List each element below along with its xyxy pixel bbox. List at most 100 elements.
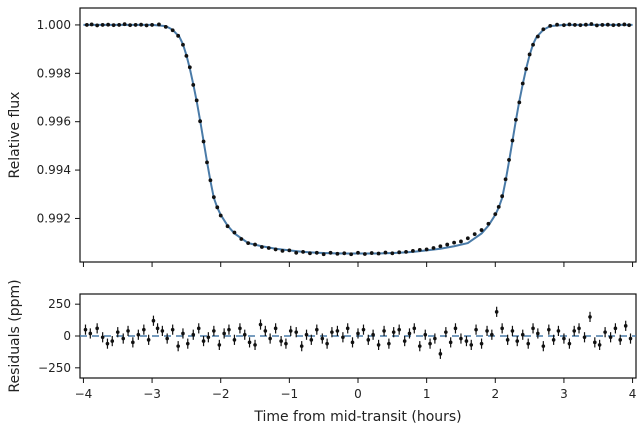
light-curve-point xyxy=(176,33,181,38)
residual-point xyxy=(325,341,329,346)
light-curve-point xyxy=(527,52,532,57)
light-curve-point xyxy=(600,23,605,27)
residual-point xyxy=(115,330,120,334)
light-curve-point xyxy=(562,23,566,28)
residual-point xyxy=(551,338,556,342)
light-curve-point xyxy=(170,28,175,33)
x-tick-label: −2 xyxy=(212,387,230,401)
light-curve-point xyxy=(144,23,149,28)
light-curve-point xyxy=(510,138,515,143)
x-tick-label: 4 xyxy=(629,387,637,401)
residual-point xyxy=(341,335,345,340)
x-tick-label: −1 xyxy=(281,387,299,401)
light-curve-point xyxy=(100,23,105,27)
residual-point xyxy=(273,326,278,331)
light-curve-point xyxy=(411,248,415,253)
light-curve-point xyxy=(201,139,206,144)
light-curve-point xyxy=(459,239,463,244)
light-curve-y-tick-label: 0.994 xyxy=(37,163,71,177)
light-curve-point xyxy=(376,251,381,256)
light-curve-point xyxy=(321,252,326,257)
light-curve-point xyxy=(294,250,299,255)
residual-point xyxy=(227,327,231,332)
light-curve-point xyxy=(622,22,627,27)
residual-point xyxy=(366,338,371,342)
light-curve-point xyxy=(225,224,230,229)
light-curve-x-ticks xyxy=(82,262,634,267)
light-curve-point xyxy=(496,204,501,209)
residual-point xyxy=(597,343,602,347)
residual-point xyxy=(603,330,607,334)
light-curve-point xyxy=(535,34,540,39)
residual-point xyxy=(536,331,540,336)
x-axis-label: Time from mid-transit (hours) xyxy=(253,409,461,425)
residual-point xyxy=(238,326,242,331)
light-curve-point xyxy=(266,246,271,250)
x-tick-label: 3 xyxy=(560,387,568,401)
light-curve-point xyxy=(611,23,616,28)
light-curve-point xyxy=(194,98,199,103)
residual-point xyxy=(618,338,623,342)
light-curve-point xyxy=(356,250,360,255)
light-curve-point xyxy=(187,65,192,70)
light-curve-point xyxy=(280,248,285,253)
residual-point xyxy=(556,329,561,333)
light-curve-point xyxy=(218,213,223,218)
light-curve-point xyxy=(205,160,209,165)
light-curve-point xyxy=(472,232,477,237)
light-curve-point xyxy=(627,23,632,28)
residual-point xyxy=(95,326,99,331)
residuals-y-tick-label: 250 xyxy=(48,297,71,311)
residuals-y-ticks: −250 0 250 xyxy=(38,297,80,375)
residual-point xyxy=(459,336,463,341)
light-curve-point xyxy=(301,249,305,254)
residual-point xyxy=(588,315,592,319)
light-curve-point xyxy=(211,195,216,200)
residual-point xyxy=(206,335,211,340)
residual-point xyxy=(547,327,551,332)
light-curve-point xyxy=(452,240,456,245)
light-curve-point xyxy=(431,246,436,250)
light-curve-point xyxy=(500,194,505,199)
residual-point xyxy=(345,326,350,331)
residual-point xyxy=(320,336,325,341)
residual-point xyxy=(217,343,222,347)
light-curve-point xyxy=(314,250,319,255)
residual-point xyxy=(131,340,135,345)
light-curve-point xyxy=(89,22,94,27)
residual-point xyxy=(279,339,283,343)
residual-point xyxy=(191,332,196,337)
light-curve-point xyxy=(605,22,610,27)
residual-point xyxy=(201,339,206,343)
light-curve-point xyxy=(342,251,347,256)
residual-point xyxy=(309,338,314,342)
residual-point xyxy=(232,338,237,342)
residual-point xyxy=(100,335,105,340)
residual-point xyxy=(397,327,401,332)
residual-point xyxy=(608,335,613,340)
light-curve-y-axis-label: Relative flux xyxy=(7,92,23,179)
light-curve-point xyxy=(369,251,374,255)
residual-point xyxy=(263,329,268,333)
residual-point xyxy=(155,326,160,331)
residual-point xyxy=(284,341,288,346)
light-curve-point xyxy=(253,242,257,247)
residual-point xyxy=(253,343,257,347)
residual-point xyxy=(196,326,201,331)
light-curve-point xyxy=(362,252,367,256)
light-curve-y-tick-label: 0.992 xyxy=(37,211,71,225)
residual-point xyxy=(417,344,422,348)
residuals-y-tick-label: −250 xyxy=(38,361,71,375)
light-curve-point xyxy=(594,23,599,28)
light-curve-point xyxy=(246,241,251,246)
residual-point xyxy=(288,329,293,333)
light-curve-y-tick-label: 0.998 xyxy=(37,66,71,80)
residual-point xyxy=(185,341,190,346)
light-curve-y-tick-label: 1.000 xyxy=(37,18,71,32)
light-curve-point xyxy=(390,251,395,256)
residual-point xyxy=(490,332,494,337)
residual-point xyxy=(448,340,453,345)
light-curve-point xyxy=(122,22,127,27)
residual-point xyxy=(151,318,156,323)
residuals-panel: −250 0 250 −4 −3 −2 −1 0 1 2 3 4 Residuals (ppm) T… xyxy=(7,279,637,425)
